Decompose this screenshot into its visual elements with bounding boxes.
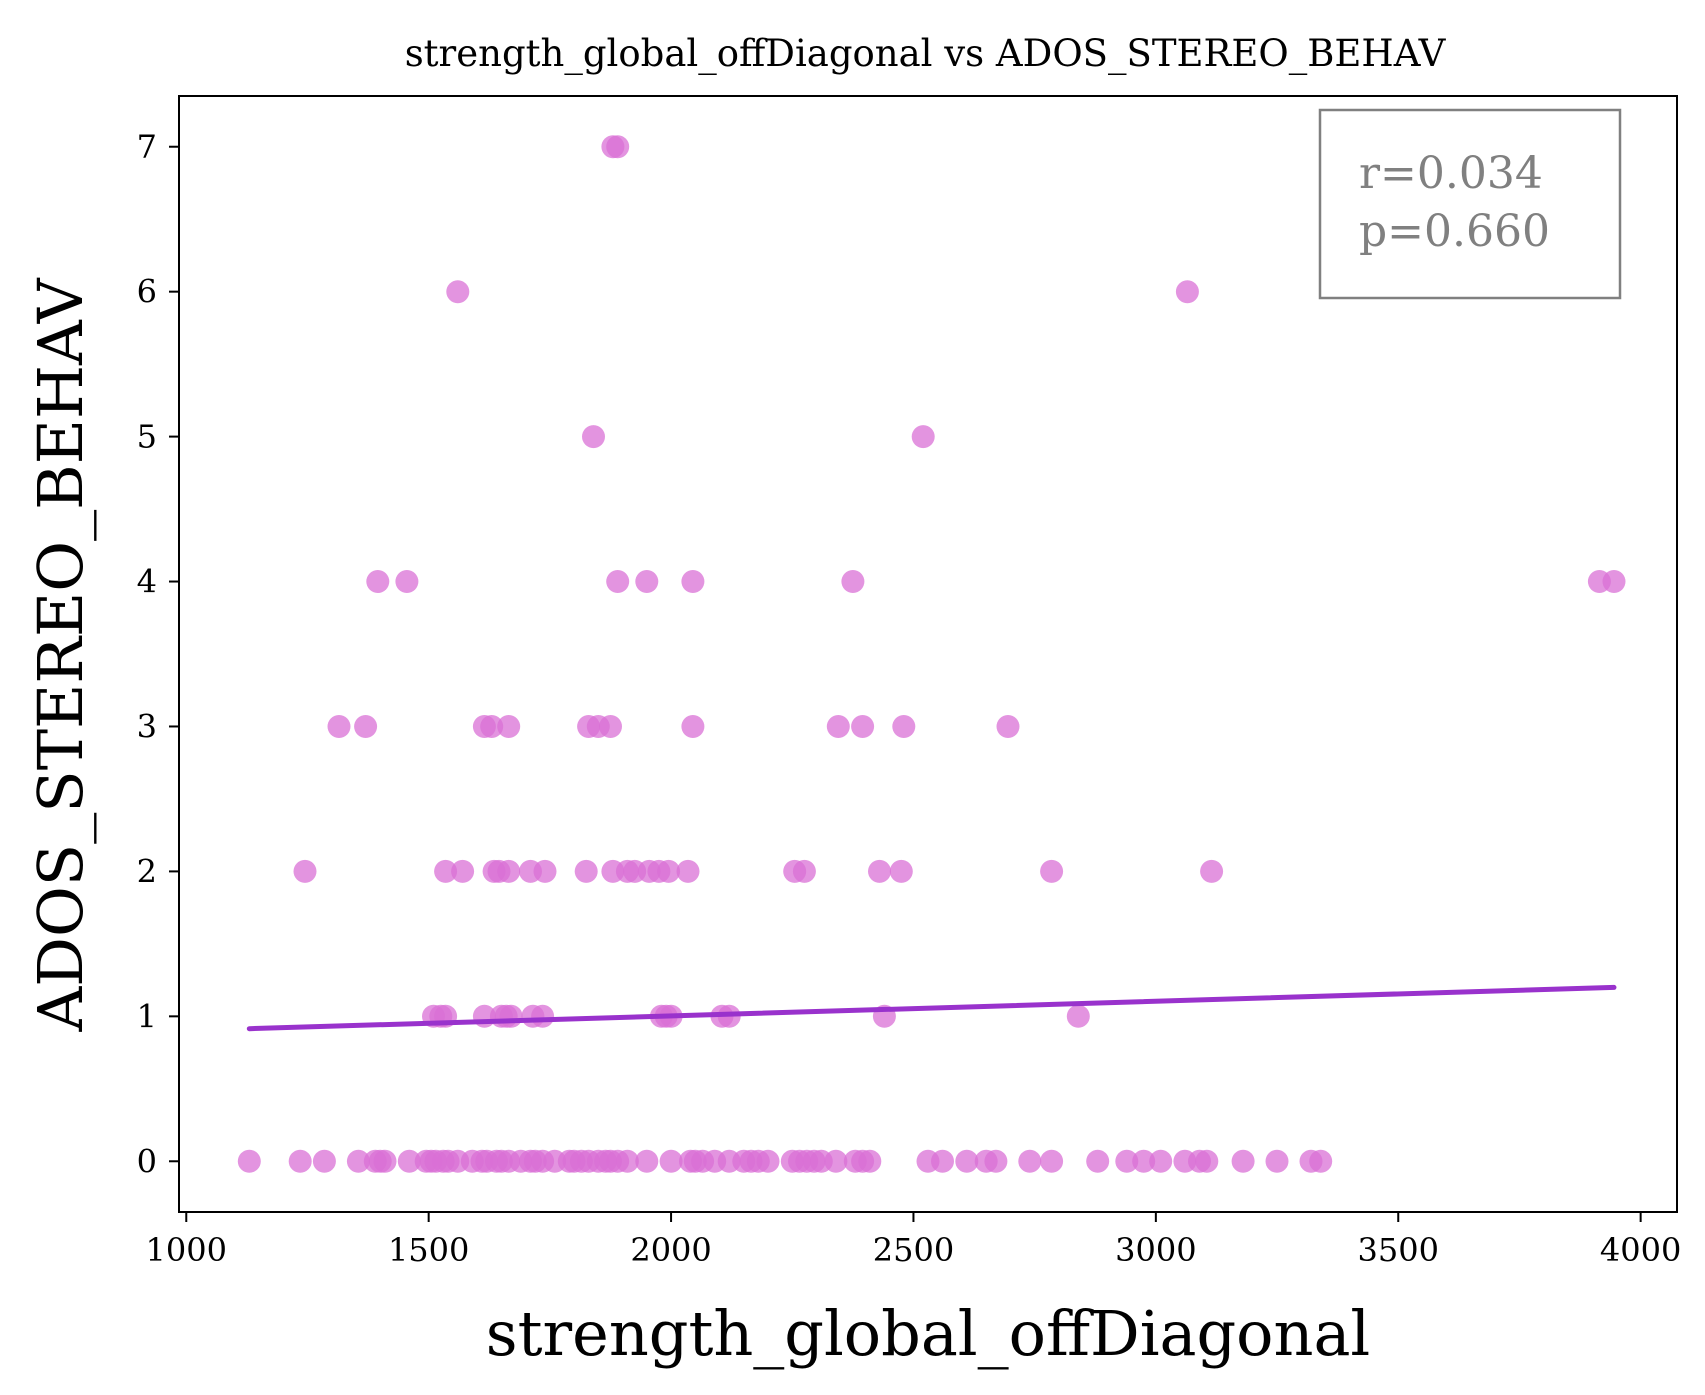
x-tick-label: 4000 bbox=[1600, 1231, 1681, 1269]
data-point bbox=[824, 1149, 848, 1173]
data-point bbox=[1231, 1149, 1255, 1173]
data-point bbox=[858, 1149, 882, 1173]
data-point bbox=[841, 570, 865, 593]
x-tick-label: 3500 bbox=[1358, 1231, 1439, 1269]
y-tick-label: 7 bbox=[137, 128, 157, 166]
chart-title: strength_global_offDiagonal vs ADOS_STER… bbox=[405, 32, 1447, 76]
data-point bbox=[1602, 570, 1626, 593]
data-point bbox=[312, 1149, 336, 1173]
correlation-r-text: r=0.034 bbox=[1359, 148, 1543, 199]
x-tick-label: 2000 bbox=[630, 1231, 711, 1269]
data-point bbox=[1040, 859, 1064, 883]
data-point bbox=[1018, 1149, 1042, 1173]
data-point bbox=[657, 859, 681, 883]
data-point bbox=[531, 1004, 555, 1028]
data-point bbox=[354, 715, 378, 738]
data-point bbox=[1040, 1149, 1064, 1173]
data-point bbox=[1309, 1149, 1333, 1173]
data-point bbox=[681, 715, 705, 738]
y-tick-label: 0 bbox=[137, 1142, 157, 1180]
data-point bbox=[826, 715, 850, 738]
data-point bbox=[996, 715, 1020, 738]
data-point bbox=[606, 135, 630, 159]
data-point bbox=[1132, 1149, 1156, 1173]
data-point bbox=[446, 280, 470, 304]
data-point bbox=[497, 715, 521, 738]
data-point bbox=[395, 570, 419, 593]
data-point bbox=[366, 570, 390, 593]
stats-box bbox=[1318, 108, 1622, 300]
y-tick-label: 3 bbox=[137, 707, 157, 745]
data-point bbox=[1200, 859, 1224, 883]
regression-line bbox=[246, 984, 1617, 1032]
y-axis-label: ADOS_STEREO_BEHAV bbox=[24, 277, 97, 1032]
x-tick-label: 2500 bbox=[873, 1231, 954, 1269]
data-point bbox=[497, 859, 521, 883]
y-tick-label: 5 bbox=[137, 418, 157, 456]
data-point bbox=[1265, 1149, 1289, 1173]
data-point bbox=[293, 859, 317, 883]
data-point bbox=[681, 570, 705, 593]
data-point bbox=[851, 715, 875, 738]
data-point bbox=[606, 570, 630, 593]
data-point bbox=[346, 1149, 370, 1173]
x-tick-label: 3000 bbox=[1115, 1231, 1196, 1269]
data-point bbox=[911, 425, 935, 449]
data-point bbox=[327, 715, 351, 738]
y-tick-label: 1 bbox=[137, 997, 157, 1035]
data-point bbox=[599, 715, 622, 738]
stats-annotation: r=0.034 p=0.660 bbox=[1318, 108, 1622, 300]
x-tick-label: 1500 bbox=[388, 1231, 469, 1269]
data-point bbox=[1086, 1149, 1110, 1173]
data-point bbox=[676, 859, 700, 883]
data-point bbox=[1149, 1149, 1173, 1173]
data-point bbox=[635, 1149, 659, 1173]
plot-frame bbox=[178, 95, 1678, 1213]
x-axis-label: strength_global_offDiagonal bbox=[486, 1297, 1370, 1370]
data-point bbox=[582, 425, 605, 449]
data-point bbox=[892, 715, 916, 738]
data-point bbox=[955, 1149, 979, 1173]
data-point bbox=[533, 859, 557, 883]
data-point bbox=[451, 859, 475, 883]
data-point bbox=[480, 715, 504, 738]
data-point bbox=[984, 1149, 1008, 1173]
y-tick-label: 2 bbox=[137, 852, 157, 890]
y-tick-label: 6 bbox=[137, 273, 157, 311]
p-value-text: p=0.660 bbox=[1359, 206, 1550, 257]
data-point bbox=[756, 1149, 780, 1173]
x-axis-ticks: 1000 1500 2000 2500 3000 3500 4000 bbox=[146, 1212, 1681, 1269]
data-point bbox=[499, 1004, 523, 1028]
x-tick-label: 1000 bbox=[146, 1231, 227, 1269]
y-tick-label: 4 bbox=[137, 563, 157, 601]
data-point bbox=[615, 1149, 639, 1173]
data-point bbox=[931, 1149, 954, 1173]
data-point bbox=[889, 859, 913, 883]
data-point bbox=[237, 1149, 261, 1173]
data-point bbox=[868, 859, 891, 883]
regression-line-layer bbox=[246, 984, 1617, 1032]
data-point bbox=[288, 1149, 312, 1173]
data-point bbox=[1115, 1149, 1139, 1173]
data-point bbox=[1066, 1004, 1090, 1028]
data-point bbox=[659, 1149, 683, 1173]
data-point bbox=[574, 859, 598, 883]
data-point bbox=[1195, 1149, 1219, 1173]
data-point bbox=[792, 859, 816, 883]
data-point bbox=[434, 859, 458, 883]
data-point bbox=[373, 1149, 397, 1173]
data-point bbox=[397, 1149, 421, 1173]
data-point bbox=[635, 570, 659, 593]
data-point bbox=[1175, 280, 1199, 304]
y-axis-ticks: 0 1 2 3 4 5 6 7 bbox=[137, 128, 179, 1180]
